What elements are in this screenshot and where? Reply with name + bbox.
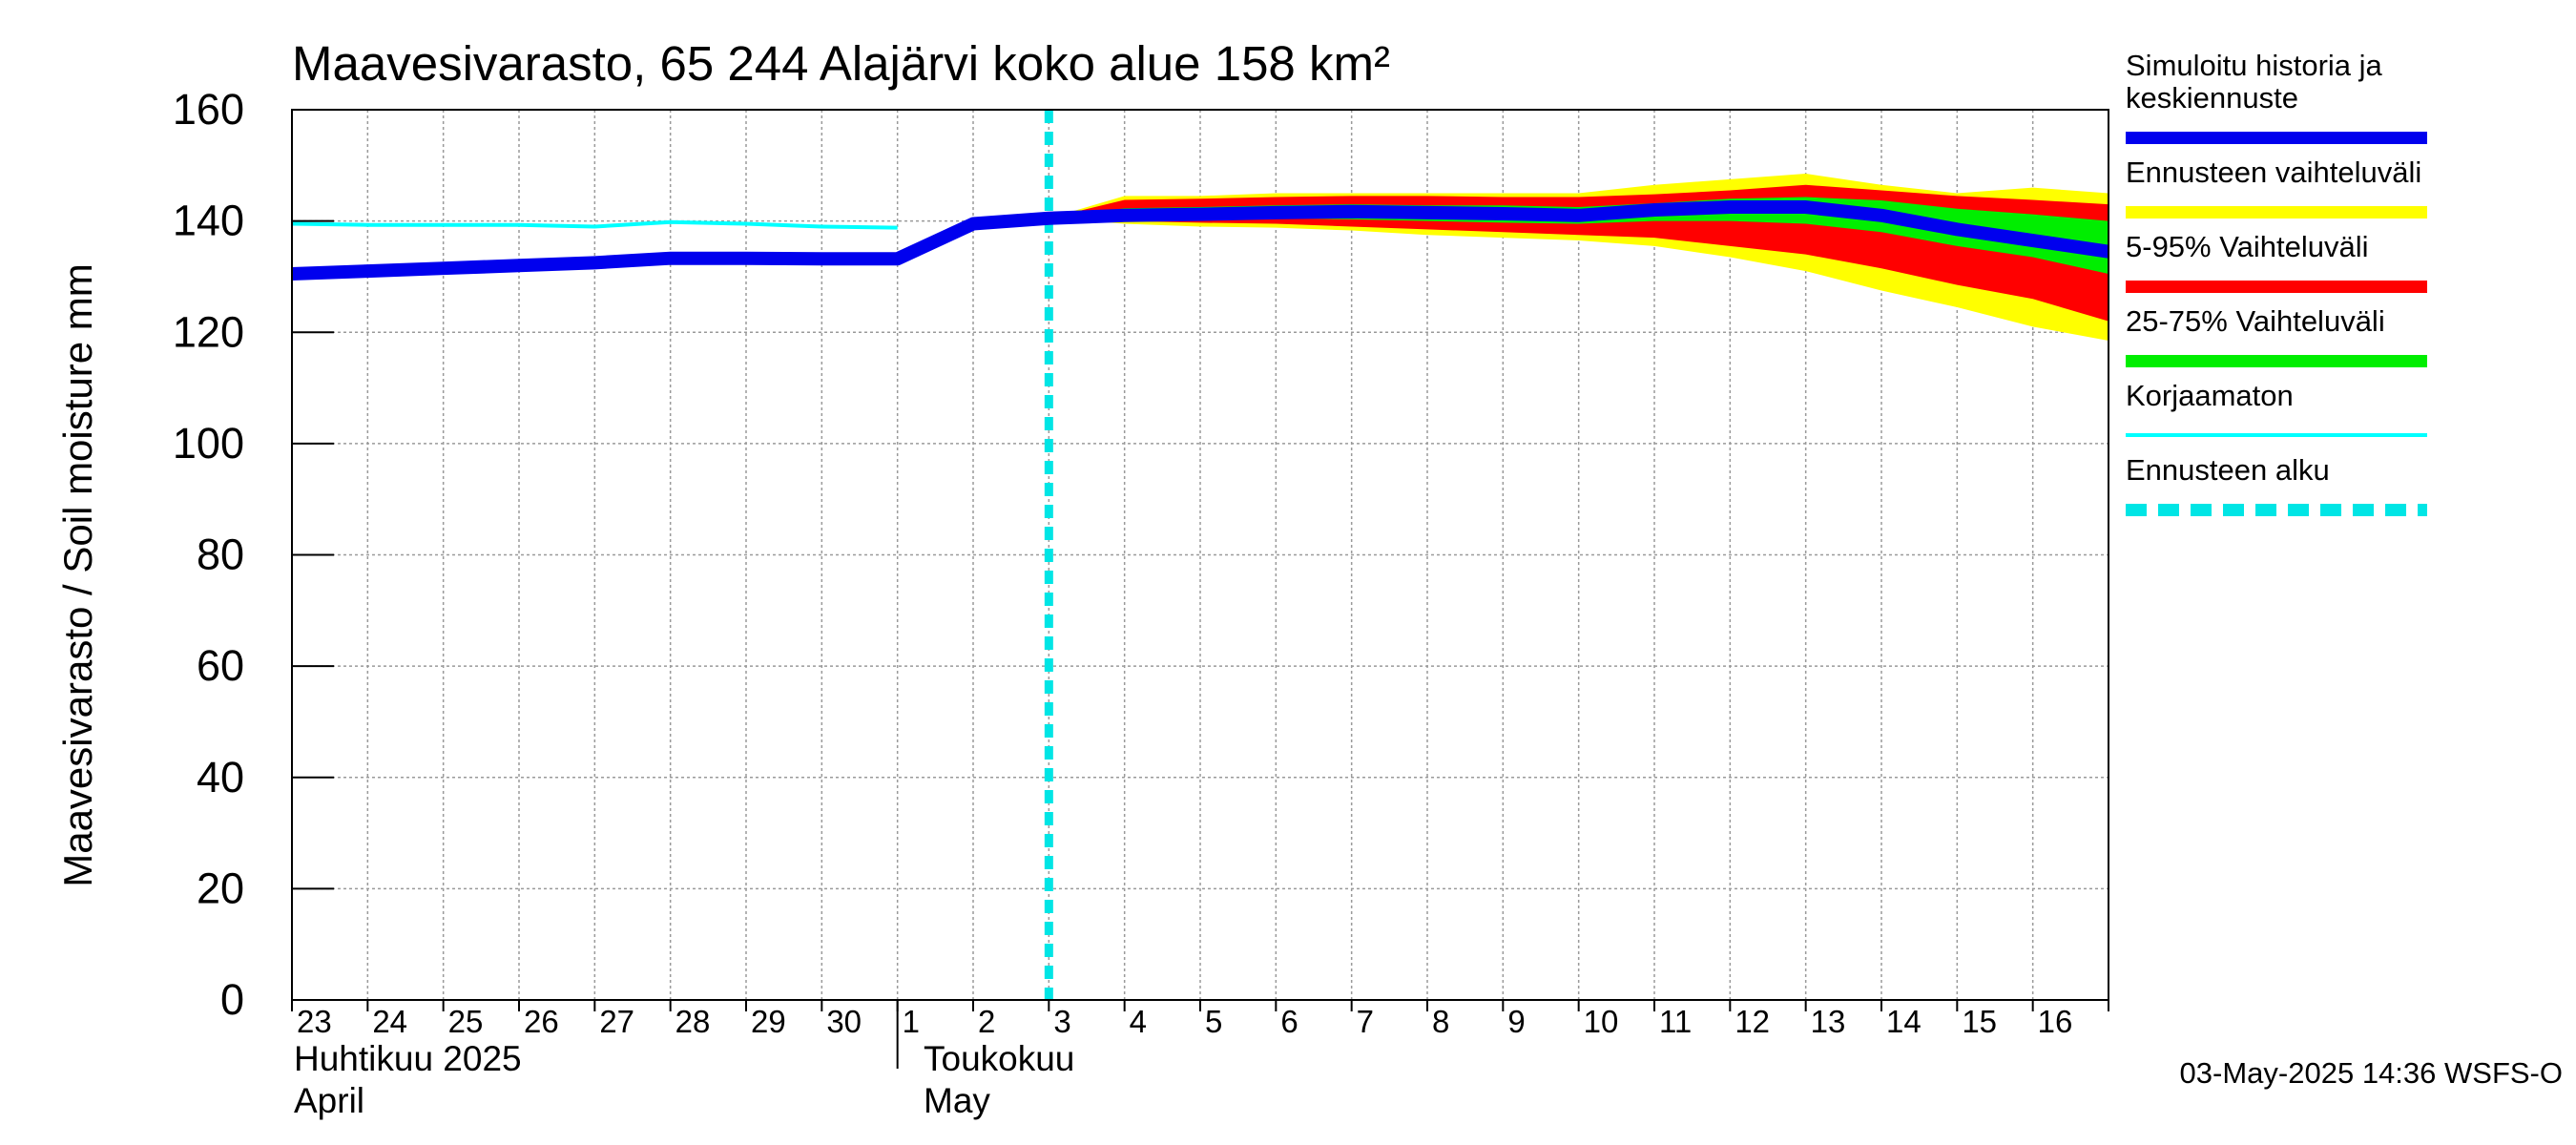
legend-label: keskiennuste	[2126, 81, 2298, 114]
y-tick-label: 160	[173, 85, 244, 134]
x-tick-label: 1	[903, 1004, 920, 1039]
month-label-en: April	[294, 1081, 364, 1120]
legend-swatch	[2126, 281, 2427, 293]
legend-label: Simuloitu historia ja	[2126, 49, 2382, 82]
legend-item: Ennusteen alku	[2126, 453, 2545, 516]
series-lines	[291, 110, 2110, 1000]
month-label-en: May	[924, 1081, 990, 1120]
legend-label: 5-95% Vaihteluväli	[2126, 230, 2369, 263]
axes	[291, 109, 2109, 1069]
legend-label: Ennusteen vaihteluväli	[2126, 156, 2422, 189]
y-tick-labels: 0 20 40 60 80 100 120 140 160	[173, 85, 244, 1024]
legend-swatch	[2126, 433, 2427, 437]
x-tick-label: 24	[372, 1004, 407, 1039]
x-tick-label: 27	[599, 1004, 634, 1039]
x-tick-label: 4	[1130, 1004, 1147, 1039]
month-label-fi: Toukokuu	[924, 1039, 1074, 1078]
x-tick-label: 14	[1886, 1004, 1922, 1039]
legend-swatch	[2126, 504, 2427, 516]
legend-label: 25-75% Vaihteluväli	[2126, 304, 2385, 338]
x-tick-label: 16	[2038, 1004, 2073, 1039]
x-tick-label: 29	[751, 1004, 786, 1039]
legend-item: 25-75% Vaihteluväli	[2126, 304, 2545, 367]
x-tick-label: 2	[978, 1004, 995, 1039]
x-tick-label: 7	[1357, 1004, 1374, 1039]
x-tick-label: 6	[1280, 1004, 1298, 1039]
x-tick-label: 15	[1962, 1004, 1997, 1039]
month-label-fi: Huhtikuu 2025	[294, 1039, 522, 1078]
legend-item: Simuloitu historia ja keskiennuste	[2126, 49, 2545, 144]
y-tick-label: 40	[197, 753, 244, 802]
legend-swatch	[2126, 132, 2427, 144]
forecast-bands	[1049, 174, 2109, 341]
x-tick-label: 8	[1432, 1004, 1449, 1039]
x-tick-label: 23	[297, 1004, 332, 1039]
legend-item: Ennusteen vaihteluväli	[2126, 156, 2545, 219]
legend-swatch	[2126, 355, 2427, 367]
y-tick-label: 80	[197, 531, 244, 579]
legend-swatch	[2126, 206, 2427, 219]
legend-item: Korjaamaton	[2126, 379, 2545, 437]
y-tick-label: 120	[173, 307, 244, 356]
footer-timestamp: 03-May-2025 14:36 WSFS-O	[2179, 1056, 2563, 1090]
series-line-korjaamaton	[291, 219, 898, 230]
series-line-mean	[291, 200, 2110, 281]
x-tick-label: 12	[1735, 1004, 1770, 1039]
x-tick-label: 25	[448, 1004, 484, 1039]
x-tick-label: 10	[1584, 1004, 1619, 1039]
legend-label: Ennusteen alku	[2126, 453, 2330, 487]
y-tick-label: 20	[197, 864, 244, 912]
x-tick-label: 9	[1507, 1004, 1525, 1039]
y-tick-label: 0	[220, 975, 244, 1024]
x-tick-label: 13	[1811, 1004, 1846, 1039]
legend-label: Korjaamaton	[2126, 379, 2294, 412]
legend-item: 5-95% Vaihteluväli	[2126, 230, 2545, 293]
y-axis-label: Maavesivarasto / Soil moisture mm	[55, 263, 100, 887]
chart-title: Maavesivarasto, 65 244 Alajärvi koko alu…	[292, 36, 1390, 91]
y-tick-label: 100	[173, 419, 244, 468]
y-tick-label: 60	[197, 641, 244, 690]
x-tick-labels: 23 24 25 26 27 28 29 30 1 2 3 4 5 6 7 8 9 10 11 12 13 14 15 16	[297, 1004, 2072, 1039]
x-tick-label: 26	[524, 1004, 559, 1039]
y-tick-label: 140	[173, 197, 244, 245]
x-tick-label: 30	[826, 1004, 862, 1039]
x-tick-label: 28	[675, 1004, 711, 1039]
x-tick-label: 3	[1053, 1004, 1070, 1039]
x-tick-label: 5	[1205, 1004, 1222, 1039]
x-tick-label: 11	[1659, 1004, 1692, 1039]
